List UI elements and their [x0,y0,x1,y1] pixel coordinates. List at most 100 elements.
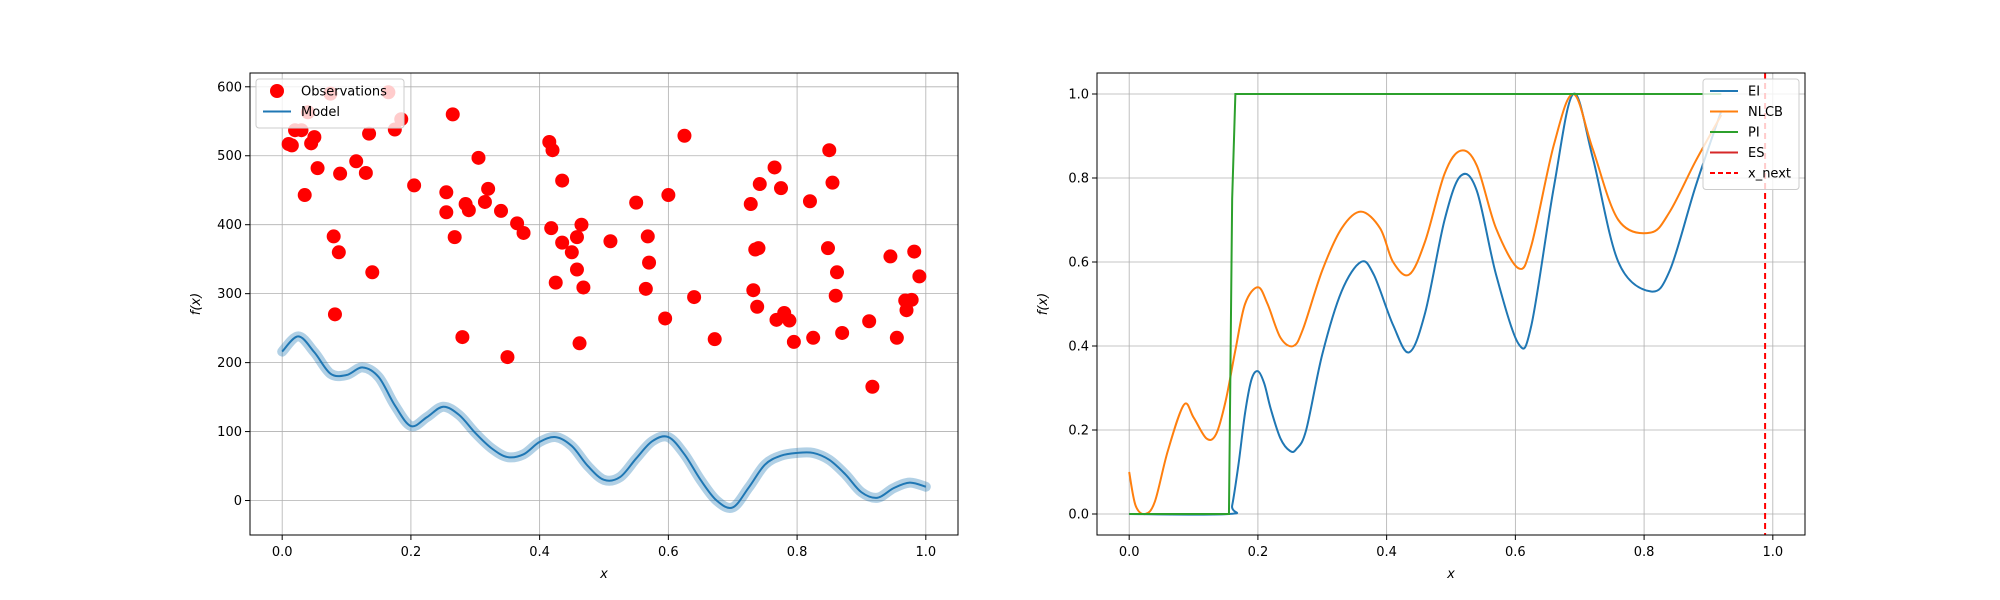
observation-point [828,288,843,303]
observation-point [687,290,702,305]
observation-point [407,178,422,193]
observation-point [555,235,570,250]
y-tick-label: 0.0 [1068,508,1089,523]
observation-point [751,241,766,256]
right-x-axis-label: x [1446,567,1455,582]
observation-point [555,173,570,188]
observation-point [574,217,589,232]
observation-point [500,350,515,365]
left-legend: Observations Model [255,78,405,129]
observation-point [640,229,655,244]
observation-point [806,330,821,345]
observation-point [447,230,462,245]
observation-point [477,194,492,209]
x-tick-label: 0.4 [529,545,550,560]
left-plot-frame [249,72,959,536]
x-tick-label: 0.6 [1505,545,1526,560]
observation-point [835,325,850,340]
observation-point [889,330,904,345]
observation-point [439,205,454,220]
observation-point [862,314,877,329]
model-line [281,335,927,509]
observation-point [629,195,644,210]
observation-point [782,313,797,328]
observation-point [310,161,325,176]
observation-point [899,303,914,318]
observation-point [822,143,837,158]
observation-point [907,244,922,259]
pi-line [1129,93,1722,515]
y-tick-label: 1.0 [1068,88,1089,103]
legend-label-pi: PI [1748,126,1760,141]
legend-box [255,78,405,129]
observation-point [455,330,470,345]
legend-label-es: ES [1748,146,1764,161]
observation-point [445,107,460,122]
observation-point [362,126,377,141]
y-tick-label: 500 [217,149,242,164]
right-grid [1097,73,1805,535]
y-tick-label: 400 [217,218,242,233]
y-tick-label: 0 [234,494,242,509]
observation-point [572,336,587,351]
left-model-uncertainty-band [277,331,931,513]
observation-point [912,269,927,284]
model-confidence-band [277,331,931,513]
observation-point [461,203,476,218]
y-tick-label: 0.2 [1068,424,1089,439]
observation-point [333,166,348,181]
observation-point [802,194,817,209]
observation-point [545,143,560,158]
x-tick-label: 0.0 [1119,545,1140,560]
x-tick-label: 0.8 [1634,545,1655,560]
legend-box [1702,78,1800,190]
x-tick-label: 1.0 [1762,545,1783,560]
observation-point [471,150,486,165]
y-tick-label: 0.6 [1068,256,1089,271]
right-axis-ticks: 0.0 0.2 0.4 0.6 0.8 1.0 0.0 0.2 0.4 0.6 0.8 1.0 [1068,88,1783,561]
observation-point [774,181,788,196]
observation-point [786,334,801,349]
observation-point [661,188,676,203]
observation-point [750,299,765,314]
right-plot-frame [1096,72,1806,536]
observation-point [767,160,782,175]
observation-point [883,249,898,264]
legend-label-model: Model [301,105,340,120]
observation-point [544,221,559,236]
left-x-axis-label: x [599,567,608,582]
y-tick-label: 0.8 [1068,172,1089,187]
x-tick-label: 0.2 [1248,545,1269,560]
nlcb-line [1128,93,1723,516]
observation-point [326,229,341,244]
right-plot-marks [1128,73,1767,535]
observation-point [743,197,758,212]
observation-point [569,230,584,245]
observation-point [569,262,584,277]
observation-point [820,241,835,256]
left-plot-marks [281,85,927,509]
legend-label-ei: EI [1748,85,1760,100]
y-tick-label: 0.4 [1068,340,1089,355]
observation-point [603,234,618,249]
chart-acquisition-functions: 0.0 0.2 0.4 0.6 0.8 1.0 0.0 0.2 0.4 0.6 0.8 1.0 x f… [1036,72,1806,582]
x-tick-label: 0.2 [401,545,422,560]
observation-point [642,255,657,270]
observation-point [825,175,840,190]
legend-label-x-next: x_next [1748,167,1791,182]
observation-point [707,332,722,347]
y-tick-label: 100 [217,425,242,440]
right-y-axis-label: f(x) [1036,293,1051,315]
left-grid [250,73,958,535]
observation-point [752,177,767,192]
y-tick-label: 600 [217,80,242,95]
legend-label-nlcb: NLCB [1748,105,1783,120]
observation-point [358,165,373,180]
observation-point [865,379,880,394]
x-tick-label: 0.8 [787,545,808,560]
observation-point [327,307,342,322]
observation-point [331,245,346,260]
observation-point [349,154,364,169]
legend-label-observations: Observations [301,85,387,100]
